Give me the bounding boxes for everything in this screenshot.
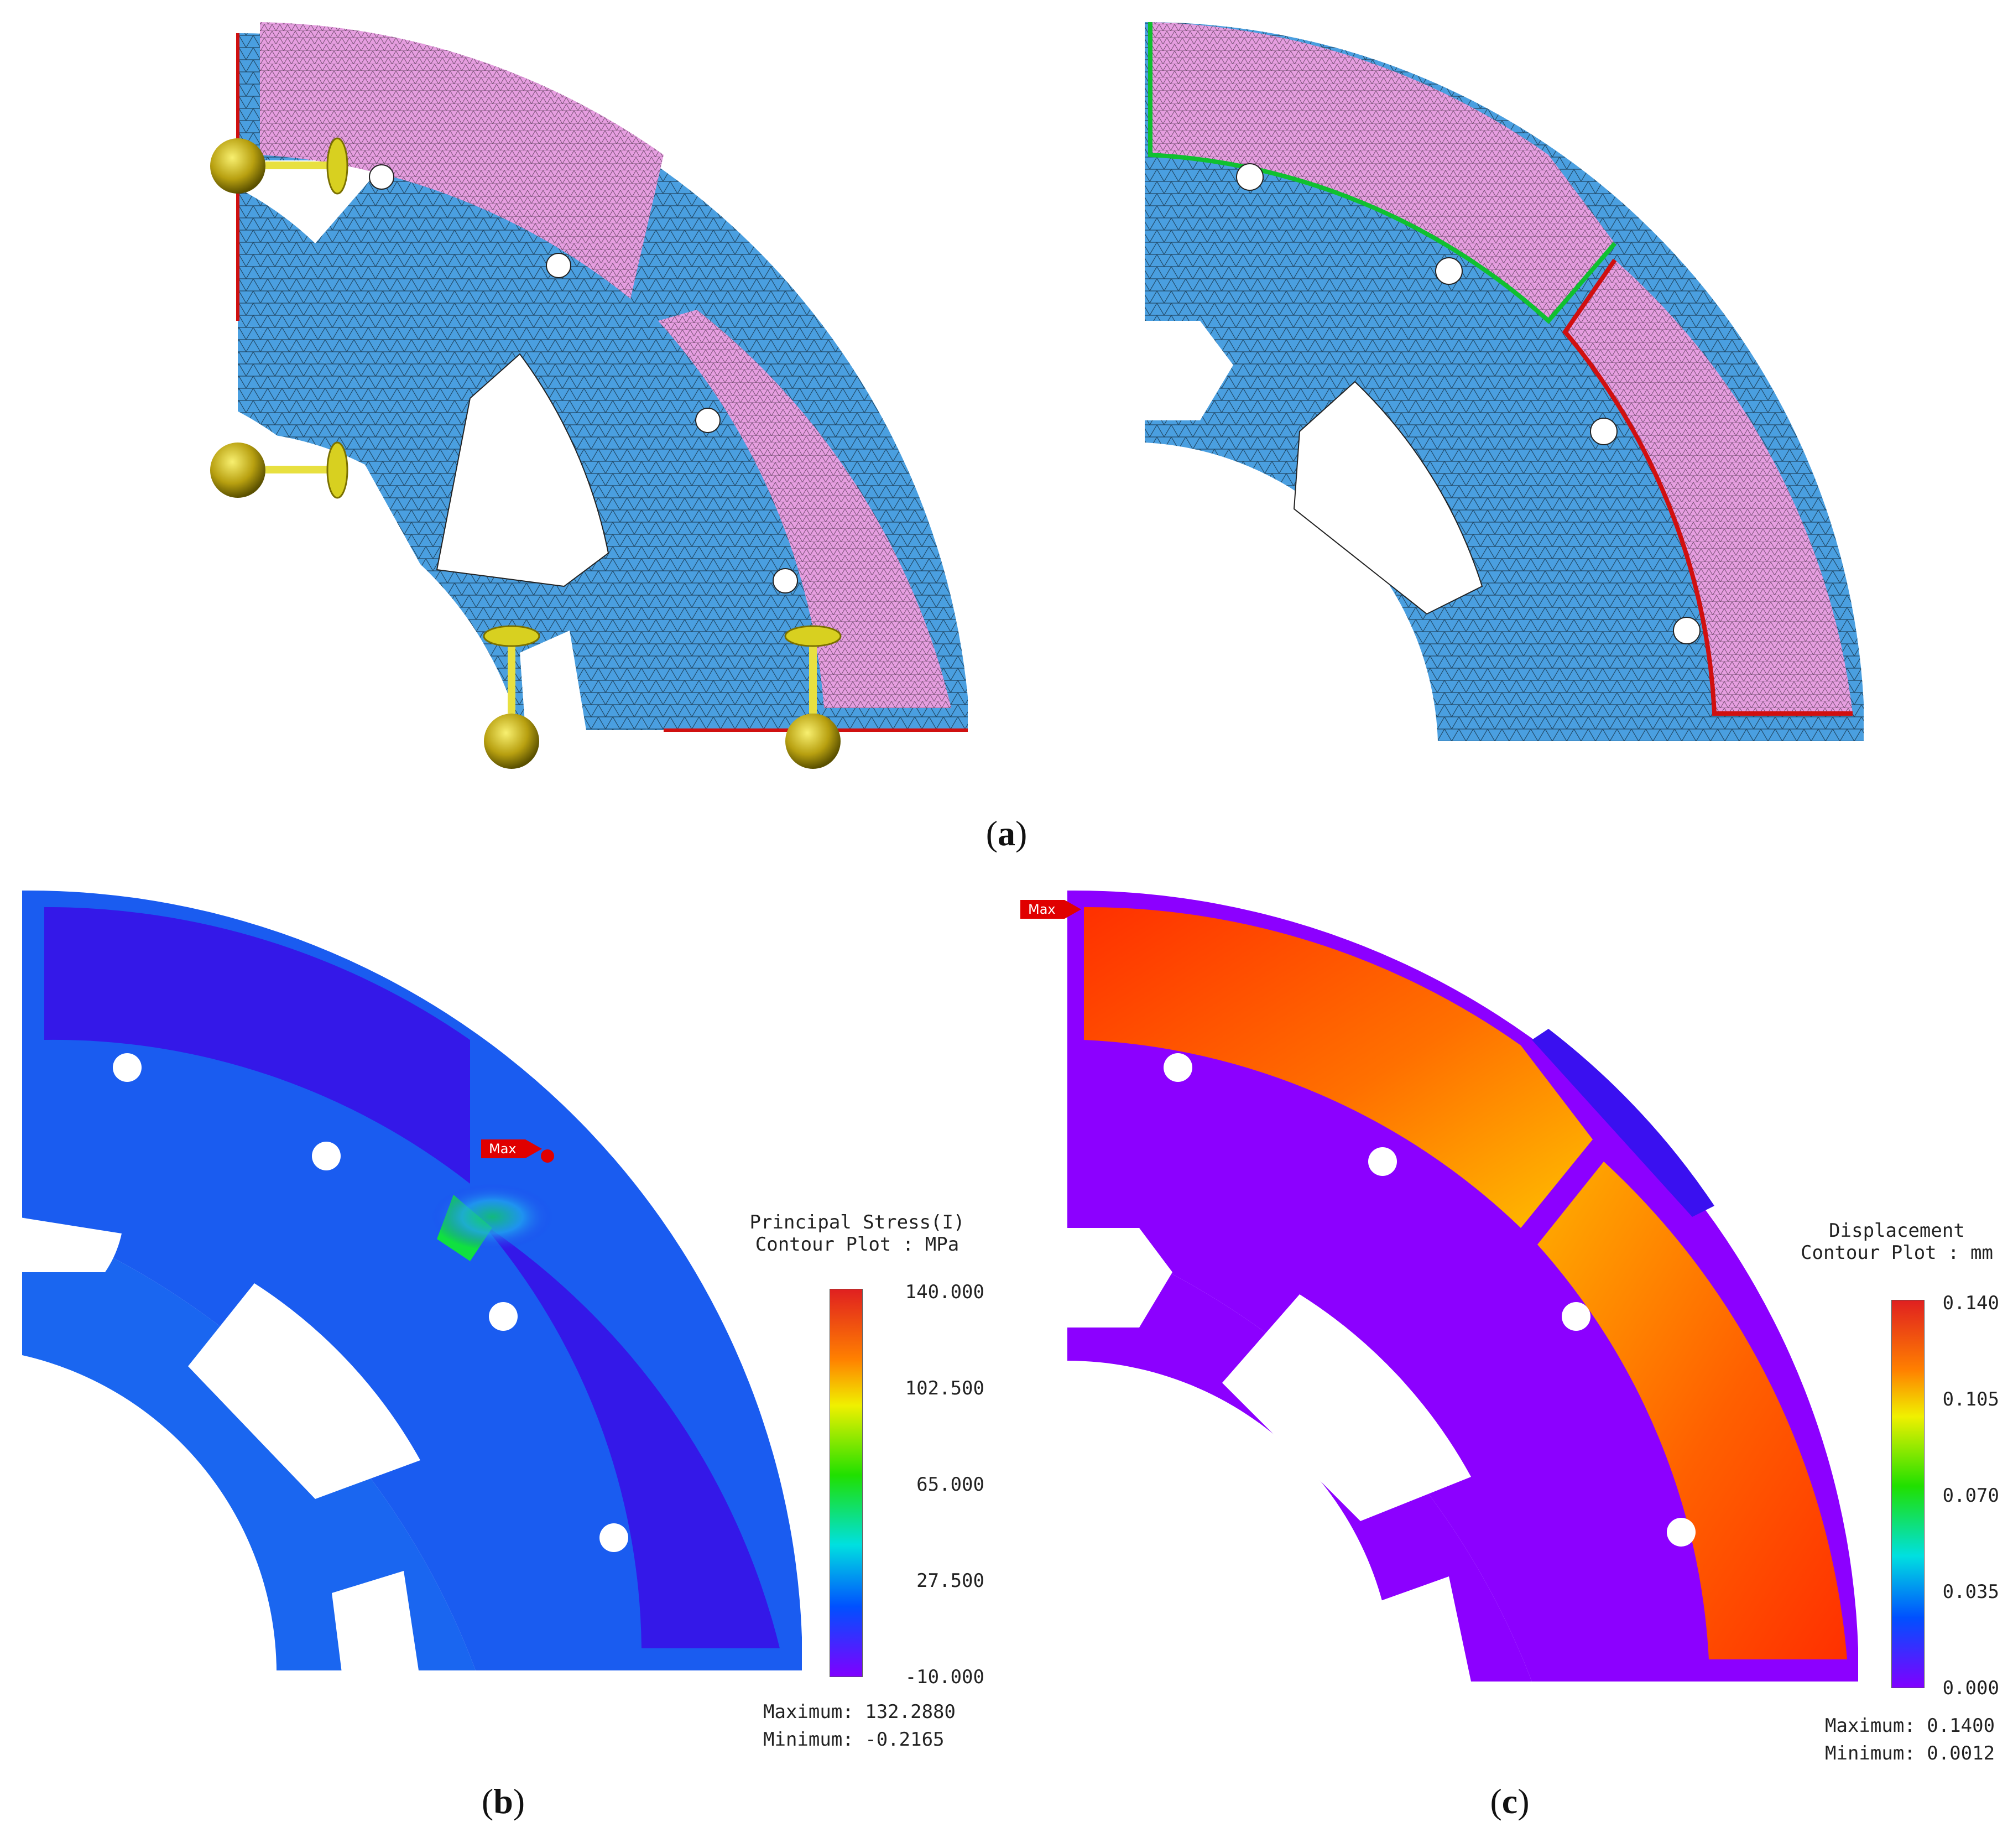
magnet-segment <box>44 907 470 1184</box>
rotor-core <box>22 890 802 1670</box>
panel-b-stress-contour <box>17 890 802 1682</box>
tick-label: 0.105 <box>1942 1388 1999 1410</box>
rotor-core <box>238 33 968 730</box>
rotor-cutouts <box>1128 321 1483 752</box>
magnet-segments <box>1150 22 1853 714</box>
rotor-window <box>188 1283 420 1499</box>
constraint-pin-icon <box>210 441 348 499</box>
tick-label: 140.000 <box>905 1281 984 1303</box>
contact-surface-red <box>1562 258 1853 716</box>
max-marker-b: Max <box>481 1139 542 1158</box>
legend-title-c: Displacement Contour Plot : mm <box>1781 1220 2013 1264</box>
tick-label: 0.070 <box>1942 1485 1999 1507</box>
magnet-segments <box>260 22 951 708</box>
caption-b: (b) <box>481 1782 525 1821</box>
air-holes <box>1164 1053 1696 1547</box>
max-value-b: Maximum: 132.2880 <box>763 1701 956 1723</box>
caption-a: (a) <box>985 814 1028 853</box>
min-value-c: Minimum: 0.0012 <box>1825 1742 1995 1764</box>
constraint-symbols <box>210 137 842 769</box>
magnet-segment <box>1084 907 1593 1228</box>
tick-label: 65.000 <box>916 1474 984 1496</box>
tick-label: 0.035 <box>1942 1581 1999 1603</box>
legend-title-line2: Contour Plot : mm <box>1801 1242 1993 1264</box>
tick-label: 27.500 <box>916 1570 984 1592</box>
caption-c: (c) <box>1490 1782 1530 1821</box>
keeper-strip <box>1532 1029 1714 1217</box>
legend-title-line1: Principal Stress(I) <box>749 1211 965 1233</box>
legend-title-line2: Contour Plot : MPa <box>755 1233 959 1256</box>
panel-a-right-contact-model <box>1128 22 1864 752</box>
tick-label: 0.140 <box>1942 1292 1999 1314</box>
magnet-segment <box>481 1222 780 1648</box>
air-holes <box>113 1053 628 1552</box>
panel-c-displacement-contour <box>1062 890 1858 1693</box>
air-holes <box>1236 163 1701 644</box>
legend-title-b: Principal Stress(I) Contour Plot : MPa <box>741 1211 973 1256</box>
max-value-c: Maximum: 0.1400 <box>1825 1715 1995 1737</box>
constraint-pin-icon <box>784 625 842 769</box>
rotor-core <box>1067 890 1858 1682</box>
tick-label: 0.000 <box>1942 1677 1999 1699</box>
legend-title-line1: Displacement <box>1829 1220 1965 1242</box>
rotor-window <box>1222 1294 1471 1521</box>
constraint-pin-icon <box>210 137 348 195</box>
max-marker-c: Max <box>1020 900 1081 919</box>
rotor-core <box>1145 22 1864 741</box>
air-holes <box>369 164 798 594</box>
tick-label: -10.000 <box>905 1666 984 1688</box>
contact-surface-green <box>1148 22 1617 324</box>
constraint-pin-icon <box>483 625 540 769</box>
panel-a-left-mesh-model <box>210 11 968 769</box>
color-scale-bar-c <box>1891 1300 1925 1688</box>
color-scale-bar-b <box>830 1289 863 1677</box>
min-value-b: Minimum: -0.2165 <box>763 1729 945 1751</box>
rotor-yoke <box>22 1217 476 1670</box>
tick-label: 102.500 <box>905 1377 984 1399</box>
magnet-segment <box>1537 1162 1847 1659</box>
